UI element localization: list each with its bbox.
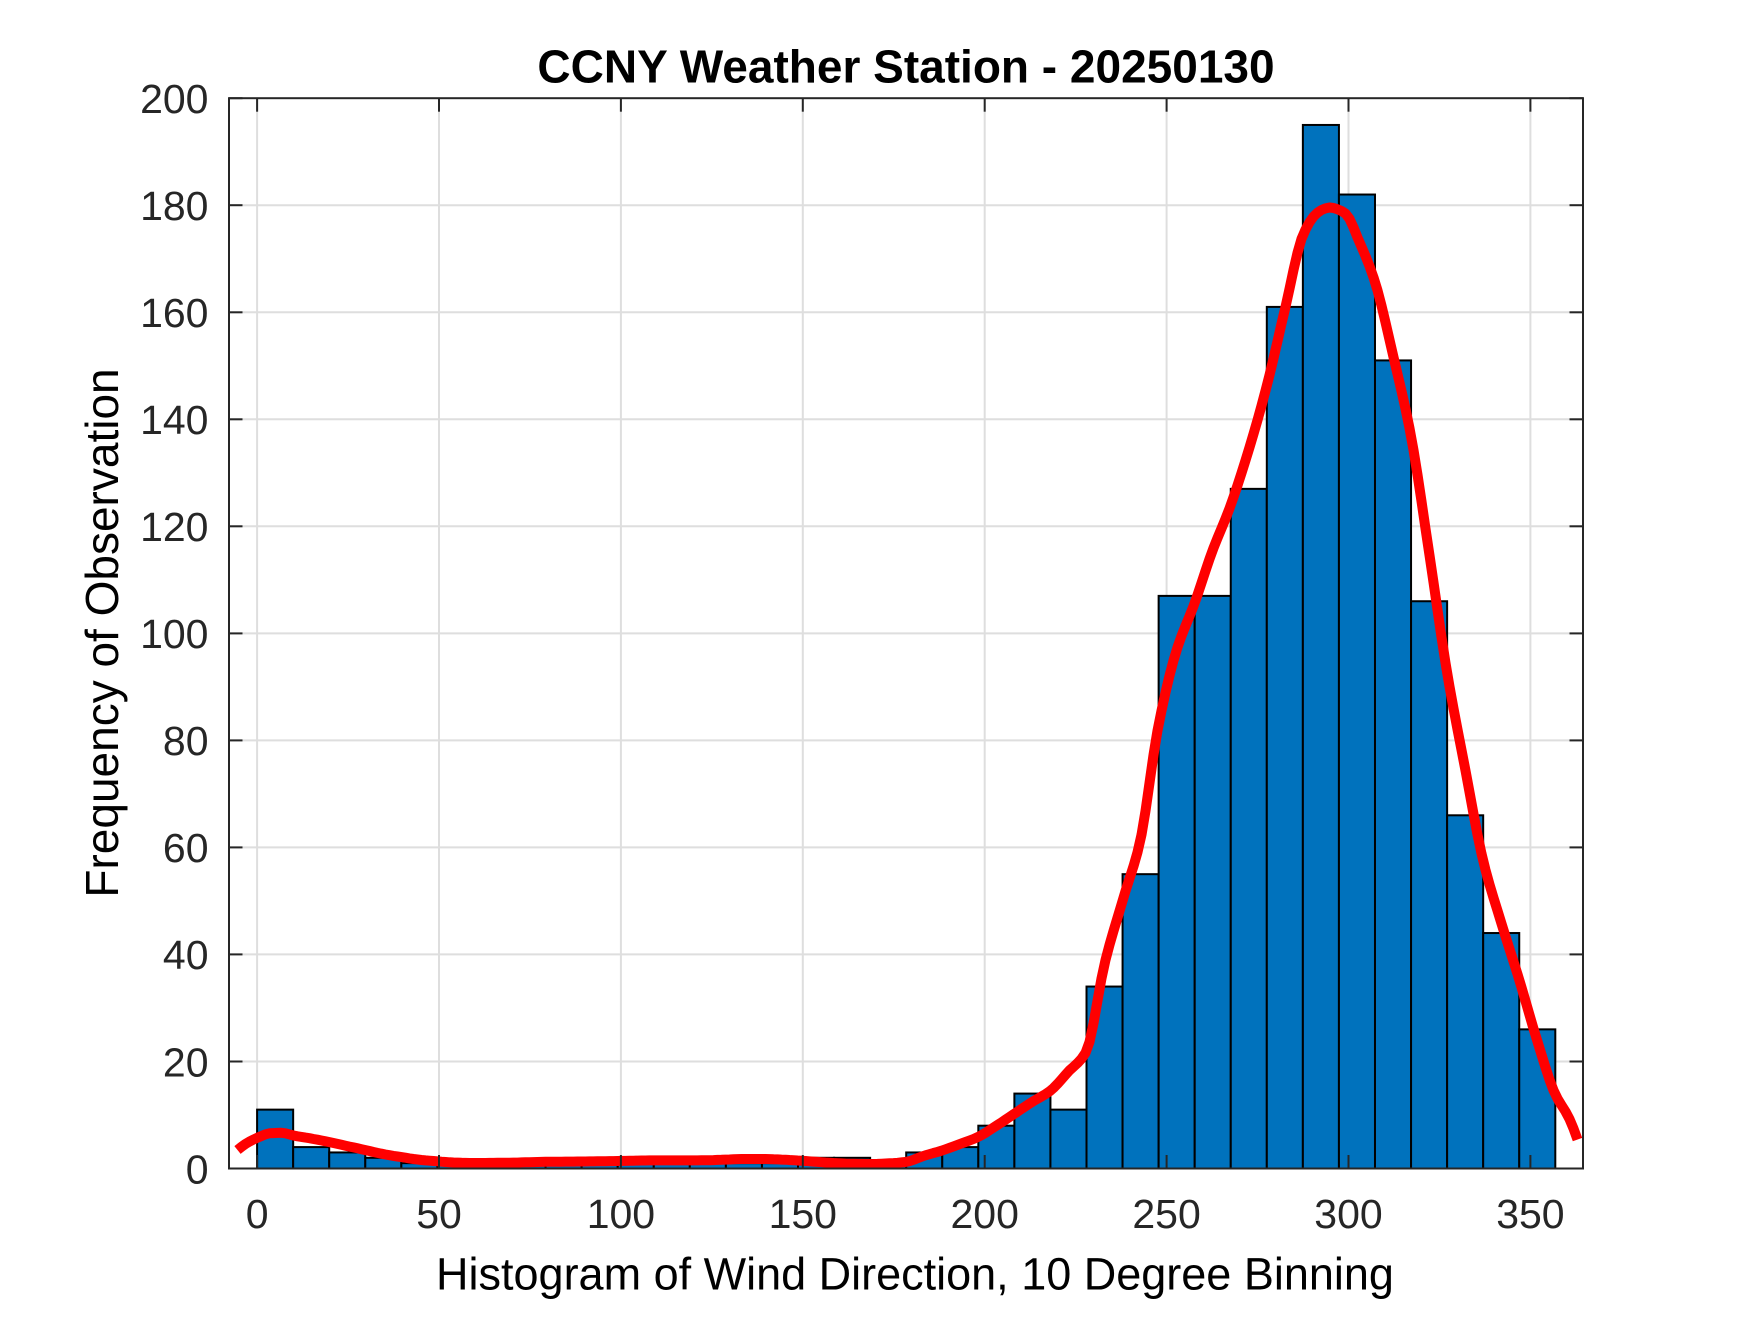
svg-text:300: 300 [1314,1191,1382,1237]
svg-text:40: 40 [163,932,209,978]
svg-text:120: 120 [140,504,208,550]
svg-text:200: 200 [950,1191,1018,1237]
svg-text:180: 180 [140,183,208,229]
svg-text:150: 150 [769,1191,837,1237]
svg-text:0: 0 [246,1191,269,1237]
svg-text:200: 200 [140,76,208,122]
svg-text:50: 50 [416,1191,462,1237]
svg-text:350: 350 [1496,1191,1564,1237]
svg-text:160: 160 [140,290,208,336]
svg-text:100: 100 [140,611,208,657]
svg-text:250: 250 [1132,1191,1200,1237]
svg-text:60: 60 [163,825,209,871]
svg-text:CCNY Weather Station - 2025013: CCNY Weather Station - 20250130 [537,41,1274,93]
svg-text:20: 20 [163,1039,209,1085]
svg-text:0: 0 [186,1146,209,1192]
svg-text:Histogram of Wind Direction, 1: Histogram of Wind Direction, 10 Degree B… [436,1248,1394,1299]
svg-text:Frequency of Observation: Frequency of Observation [76,368,128,897]
svg-text:140: 140 [140,397,208,443]
svg-text:80: 80 [163,718,209,764]
svg-text:100: 100 [587,1191,655,1237]
